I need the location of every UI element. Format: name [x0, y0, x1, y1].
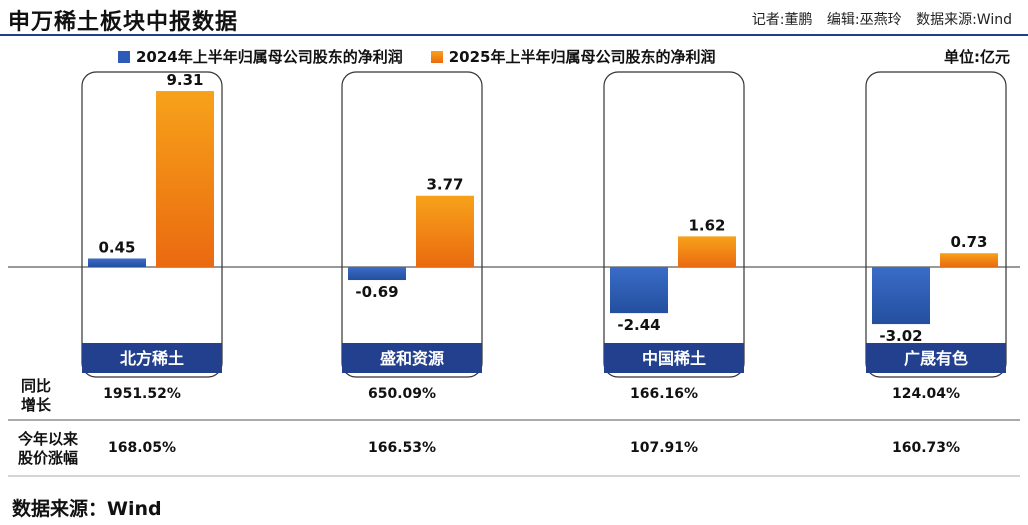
category-band: [82, 343, 222, 373]
data-label: 0.73: [950, 233, 987, 251]
yoy-growth-value: 1951.52%: [103, 386, 181, 402]
legend-swatch-2025: [430, 50, 443, 63]
category-label: 广晟有色: [904, 349, 968, 368]
yoy-growth-value: 650.09%: [368, 386, 436, 402]
stock-change-value: 168.05%: [108, 440, 176, 456]
panel-frame: [81, 71, 223, 378]
reporter-credit: 记者:董鹏: [751, 12, 813, 28]
unit-label: 单位:亿元: [944, 48, 1010, 66]
category-band: [342, 343, 482, 373]
legend-label-2025: 2025年上半年归属母公司股东的净利润: [448, 48, 716, 66]
legend-item-2025: 2025年上半年归属母公司股东的净利润: [430, 46, 716, 67]
stock-change-value: 166.53%: [368, 440, 436, 456]
row-label-yoy-2: 增长: [21, 396, 52, 414]
yoy-growth-value: 166.16%: [630, 386, 698, 402]
row-label-yoy-1: 同比: [21, 377, 51, 395]
data-label: 3.77: [426, 176, 463, 194]
footer-source: 数据来源：Wind: [12, 494, 162, 521]
bar-2024: [348, 267, 406, 281]
bar-2024: [610, 267, 668, 314]
data-label: -0.69: [355, 283, 398, 301]
panel-frame: [865, 71, 1007, 378]
bar-2024: [872, 267, 930, 325]
bar-chart: 北方稀土 盛和资源 中国稀土 广晟有色 0.45 9.31 -0.69 3.77 -2.44 1…: [8, 71, 1020, 477]
category-band: [604, 343, 744, 373]
legend-item-2024: 2024年上半年归属母公司股东的净利润: [118, 46, 403, 67]
footer-source-value: Wind: [107, 498, 162, 520]
editor-credit: 编辑:巫燕玲: [826, 12, 902, 28]
stock-change-value: 160.73%: [892, 440, 960, 456]
bar-2025: [156, 91, 214, 267]
credits: 记者:董鹏 编辑:巫燕玲 数据来源:Wind: [742, 9, 1012, 29]
data-label: 9.31: [166, 71, 203, 89]
row-label-stock-2: 股价涨幅: [18, 449, 78, 467]
yoy-growth-value: 124.04%: [892, 386, 960, 402]
category-band: [866, 343, 1006, 373]
source-credit: 数据来源:Wind: [916, 12, 1012, 28]
category-label: 中国稀土: [642, 349, 706, 368]
bar-2025: [678, 236, 736, 267]
legend-swatch-2024: [118, 50, 130, 63]
header-rule: [0, 34, 1028, 36]
panel-frame: [341, 71, 483, 378]
legend: 2024年上半年归属母公司股东的净利润 2025年上半年归属母公司股东的净利润: [118, 46, 744, 67]
bar-2024: [88, 258, 146, 267]
footer-source-label: 数据来源：: [12, 498, 108, 520]
panel-frame: [603, 71, 745, 378]
bar-2025: [940, 253, 998, 267]
data-label: -3.02: [879, 327, 922, 345]
category-label: 北方稀土: [120, 349, 184, 368]
row-label-stock-1: 今年以来: [17, 430, 79, 448]
category-label: 盛和资源: [380, 349, 444, 368]
bar-2025: [416, 195, 474, 267]
legend-label-2024: 2024年上半年归属母公司股东的净利润: [136, 48, 403, 66]
stock-change-value: 107.91%: [630, 440, 698, 456]
page-title: 申万稀土板块中报数据: [8, 10, 239, 35]
data-label: -2.44: [617, 316, 660, 334]
data-label: 1.62: [688, 216, 725, 234]
data-label: 0.45: [98, 238, 135, 256]
